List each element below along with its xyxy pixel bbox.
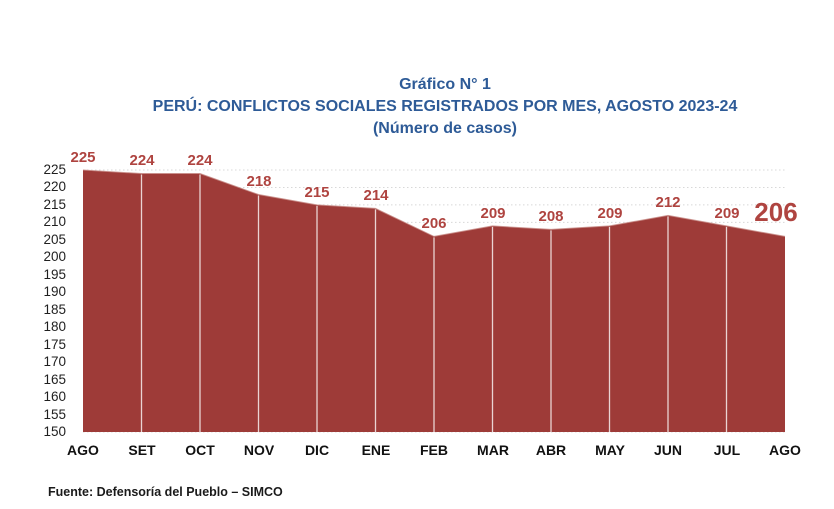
data-label: 215 [304,184,330,201]
y-tick-label: 170 [43,354,66,369]
y-tick-label: 160 [43,389,66,404]
data-label: 224 [187,152,213,169]
source-caption: Fuente: Defensoría del Pueblo – SIMCO [48,485,283,499]
y-tick-label: 205 [43,232,66,247]
y-tick-label: 220 [43,179,66,194]
data-label: 209 [597,205,623,222]
y-tick-label: 180 [43,319,66,334]
y-tick-label: 155 [43,407,66,422]
x-tick-label: SET [128,442,156,458]
x-tick-label: MAR [477,442,509,458]
y-tick-label: 215 [43,197,66,212]
chart-number-title: Gráfico N° 1 [399,76,491,93]
y-tick-label: 185 [43,302,66,317]
x-tick-label: JUN [653,442,682,458]
y-tick-label: 150 [43,424,66,439]
x-tick-label: JUL [713,442,741,458]
x-tick-label: DIC [304,442,330,458]
data-label: 206 [421,215,447,232]
chart-main-title: PERÚ: CONFLICTOS SOCIALES REGISTRADOS PO… [152,98,738,115]
x-tick-label: ABR [535,442,567,458]
area-chart-svg [83,169,786,433]
chart-subtitle: (Número de casos) [372,120,518,137]
data-label: 224 [129,152,155,169]
area-series-edge [83,169,786,237]
data-label-current: 206 [754,197,798,227]
data-label: 208 [538,208,564,225]
y-tick-label: 210 [43,214,66,229]
x-tick-label: NOV [243,442,275,458]
data-label: 209 [480,205,506,222]
data-label: 212 [655,194,681,211]
y-tick-label: 165 [43,372,66,387]
data-label: 209 [714,205,740,222]
x-tick-label: AGO [769,442,801,458]
x-tick-label: AGO [67,442,99,458]
data-label: 225 [70,149,96,166]
data-label: 214 [363,187,389,204]
chart-title-block: Gráfico N° 1 PERÚ: CONFLICTOS SOCIALES R… [55,74,834,140]
y-tick-label: 225 [43,162,66,177]
x-tick-label: OCT [185,442,215,458]
x-tick-label: ENE [361,442,391,458]
y-tick-label: 200 [43,249,66,264]
data-label: 218 [246,173,272,190]
y-tick-label: 175 [43,337,66,352]
x-tick-label: FEB [420,442,448,458]
x-tick-label: MAY [595,442,625,458]
y-tick-label: 190 [43,284,66,299]
y-tick-label: 195 [43,267,66,282]
